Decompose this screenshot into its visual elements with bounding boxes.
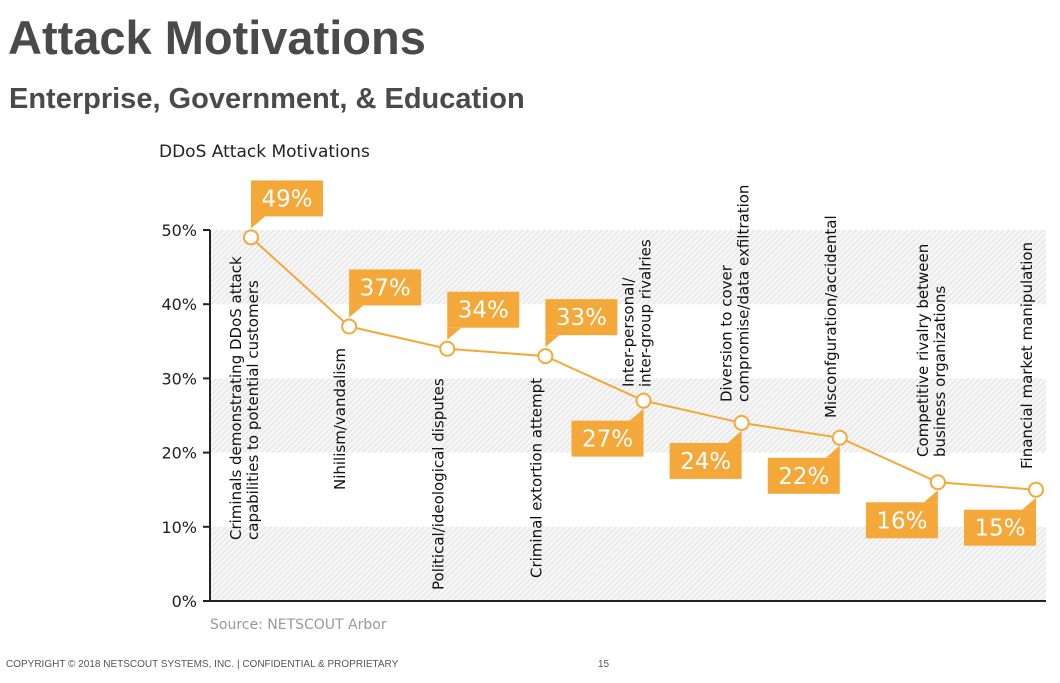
axes xyxy=(209,230,1046,602)
y-tick-labels: 0% 10% 20% 30% 40% 50% xyxy=(161,221,210,611)
category-label: Diversion to cover compromise/data exfilt… xyxy=(718,185,753,402)
value-callout: 15% xyxy=(964,497,1036,546)
callout-box xyxy=(669,442,742,479)
slide-subtitle: Enterprise, Government, & Education xyxy=(9,83,525,115)
category-label-line: compromise/data exfiltration xyxy=(735,185,753,402)
category-label: Political/ideological disputes xyxy=(429,378,447,590)
value-callout: 49% xyxy=(251,180,323,229)
value-label: 33% xyxy=(556,305,607,331)
category-label: Nihilism/vandalism xyxy=(331,348,349,490)
y-tick-label: 0% xyxy=(172,592,197,611)
callout-box xyxy=(251,180,323,217)
category-label: Financial market manipulation xyxy=(1018,242,1036,469)
callout-pointer xyxy=(629,408,644,421)
category-label: Competitive rivalry between business orga… xyxy=(914,244,949,457)
callout-pointer xyxy=(727,430,742,443)
value-callout: 37% xyxy=(349,269,422,318)
chart-source: Source: NETSCOUT Arbor xyxy=(210,617,387,633)
category-label-line: Misconfguration/accidental xyxy=(822,215,840,418)
callout-box xyxy=(865,502,938,539)
callout-pointer xyxy=(251,216,265,229)
data-point xyxy=(537,348,554,365)
category-label-line: Criminals demonstrating DDoS attack xyxy=(227,256,245,540)
callout-box xyxy=(349,269,422,306)
y-tick-label: 20% xyxy=(161,444,197,463)
data-point xyxy=(1028,481,1044,498)
y-tick-label: 50% xyxy=(161,221,197,240)
y-tick-label: 10% xyxy=(161,518,197,537)
category-label: Criminals demonstrating DDoS attack capab… xyxy=(227,256,262,540)
grid-band xyxy=(210,526,1046,601)
value-label: 16% xyxy=(876,508,927,534)
value-callout: 33% xyxy=(545,299,618,348)
callout-pointer xyxy=(447,327,462,340)
data-point xyxy=(439,340,456,357)
data-points xyxy=(243,229,1044,498)
value-label: 49% xyxy=(261,186,312,212)
value-label: 15% xyxy=(974,516,1025,542)
value-callout: 34% xyxy=(447,291,520,340)
value-label: 27% xyxy=(582,427,633,453)
category-label: Misconfguration/accidental xyxy=(822,215,840,418)
value-label: 22% xyxy=(778,464,829,490)
value-callouts: 49% 37% 34% 33% 27% 24% 22% 16% 15% xyxy=(251,180,1036,546)
callout-box xyxy=(767,457,840,494)
callout-box xyxy=(964,509,1036,546)
y-tick-label: 40% xyxy=(161,295,197,314)
y-tick-label: 30% xyxy=(161,369,197,388)
category-label: Criminal extortion attempt xyxy=(527,378,545,578)
callout-pointer xyxy=(545,335,560,348)
callout-pointer xyxy=(923,490,938,503)
value-label: 24% xyxy=(680,449,731,475)
category-label-line: Nihilism/vandalism xyxy=(331,348,349,490)
category-label-line: Diversion to cover xyxy=(718,264,736,402)
category-label-line: capabilities to potential customers xyxy=(244,280,262,540)
data-point xyxy=(243,229,259,246)
data-point xyxy=(341,318,358,335)
callout-pointer xyxy=(825,445,840,458)
page-number: 15 xyxy=(598,659,610,670)
callout-pointer xyxy=(349,305,364,318)
data-point xyxy=(831,429,848,446)
data-point xyxy=(929,474,946,491)
category-label-line: Political/ideological disputes xyxy=(429,378,447,590)
callout-pointer xyxy=(1022,497,1036,510)
slide-title: Attack Motivations xyxy=(8,11,426,64)
category-label-line: Inter-personal/ xyxy=(620,277,638,387)
value-callout: 22% xyxy=(767,445,840,494)
category-labels: Criminals demonstrating DDoS attack capab… xyxy=(227,185,1036,590)
callout-box xyxy=(447,291,520,328)
category-label-line: business organizations xyxy=(931,286,949,457)
value-label: 34% xyxy=(458,298,509,324)
callout-box xyxy=(571,420,644,457)
line-chart: DDoS Attack Motivations 0% 10% 20% 30% 40% 50… xyxy=(159,142,1046,633)
value-callout: 16% xyxy=(865,490,938,539)
value-callout: 27% xyxy=(571,408,644,457)
category-label: Inter-personal/inter-group rivalries xyxy=(620,239,655,387)
copyright-footer: COPYRIGHT © 2018 NETSCOUT SYSTEMS, INC. … xyxy=(6,659,399,670)
data-point xyxy=(733,414,750,431)
category-label-line: Financial market manipulation xyxy=(1018,242,1036,469)
callout-box xyxy=(545,299,618,336)
data-point xyxy=(635,392,652,409)
category-label-line: inter-group rivalries xyxy=(637,239,655,387)
value-callout: 24% xyxy=(669,430,742,479)
category-label-line: Competitive rivalry between xyxy=(914,244,932,457)
category-label-line: Criminal extortion attempt xyxy=(527,378,545,578)
chart-title: DDoS Attack Motivations xyxy=(159,142,370,162)
value-label: 37% xyxy=(360,275,411,301)
